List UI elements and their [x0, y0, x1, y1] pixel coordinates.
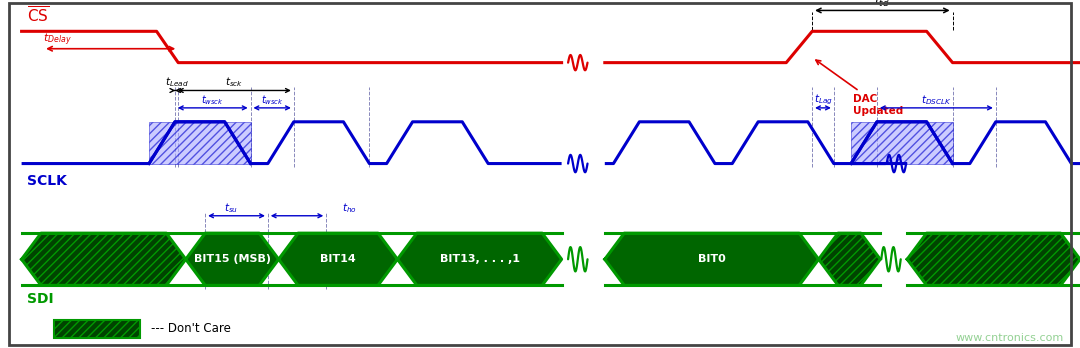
Text: $t_{wsck}$: $t_{wsck}$ [201, 93, 225, 107]
Text: $t_{td}$: $t_{td}$ [875, 0, 890, 9]
Text: www.cntronics.com: www.cntronics.com [956, 333, 1064, 343]
Polygon shape [397, 233, 562, 285]
Polygon shape [22, 233, 186, 285]
Polygon shape [819, 233, 880, 285]
Bar [851, 122, 953, 164]
Polygon shape [605, 233, 819, 285]
Text: DAC
Updated: DAC Updated [815, 60, 904, 116]
Text: $t_{Delay}$: $t_{Delay}$ [43, 31, 72, 48]
Text: BIT15 (MSB): BIT15 (MSB) [193, 254, 271, 264]
Text: $t_{sck}$: $t_{sck}$ [226, 76, 243, 89]
Text: BIT14: BIT14 [320, 254, 356, 264]
Bar [149, 122, 251, 164]
Text: $t_{Lag}$: $t_{Lag}$ [813, 93, 833, 107]
Text: SDI: SDI [27, 292, 54, 306]
Text: --- Don't Care: --- Don't Care [151, 322, 231, 335]
Text: BIT13, . . . ,1: BIT13, . . . ,1 [440, 254, 519, 264]
Polygon shape [907, 233, 1080, 285]
Text: SCLK: SCLK [27, 174, 67, 188]
Polygon shape [279, 233, 397, 285]
Bar [54, 320, 140, 338]
Text: $t_{wsck}$: $t_{wsck}$ [260, 93, 284, 107]
Polygon shape [186, 233, 279, 285]
Text: BIT0: BIT0 [698, 254, 726, 264]
Text: $t_{ho}$: $t_{ho}$ [342, 201, 357, 215]
Text: $t_{su}$: $t_{su}$ [224, 201, 239, 215]
Text: $t_{Lead}$: $t_{Lead}$ [165, 76, 188, 89]
Text: $t_{DSCLK}$: $t_{DSCLK}$ [921, 93, 951, 107]
Text: $\overline{\rm CS}$: $\overline{\rm CS}$ [27, 6, 50, 26]
